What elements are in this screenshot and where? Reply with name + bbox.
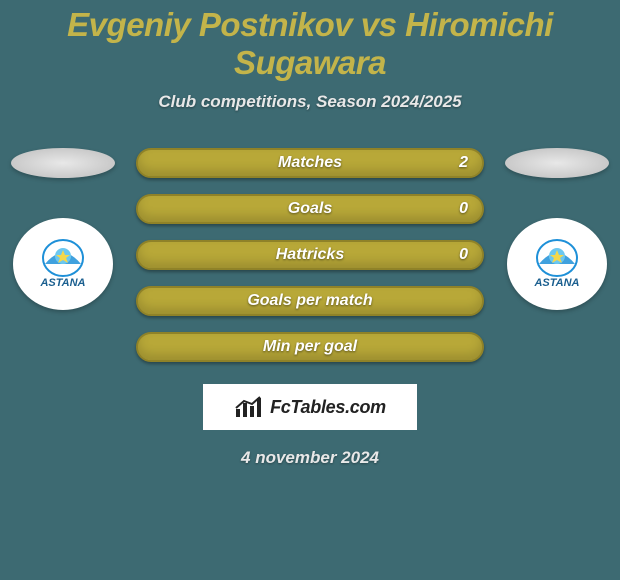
page-title: Evgeniy Postnikov vs Hiromichi Sugawara bbox=[0, 0, 620, 82]
player-right-photo-placeholder bbox=[505, 148, 609, 178]
stat-label: Goals per match bbox=[247, 292, 372, 310]
bar-chart-icon bbox=[234, 395, 264, 419]
stats-column: Matches 2 Goals 0 Hattricks 0 Goals per match M… bbox=[118, 148, 502, 378]
comparison-infographic: Evgeniy Postnikov vs Hiromichi Sugawara … bbox=[0, 0, 620, 580]
svg-text:ASTANA: ASTANA bbox=[39, 277, 85, 289]
astana-logo-icon: ASTANA bbox=[517, 234, 597, 294]
stat-label: Min per goal bbox=[263, 338, 357, 356]
stat-row: Matches 2 bbox=[136, 148, 484, 178]
stat-value-right: 2 bbox=[459, 154, 468, 172]
svg-text:ASTANA: ASTANA bbox=[533, 277, 579, 289]
player-right-column: ASTANA bbox=[502, 148, 612, 310]
stat-value-right: 0 bbox=[459, 246, 468, 264]
stat-value-right: 0 bbox=[459, 200, 468, 218]
stat-row: Goals per match bbox=[136, 286, 484, 316]
club-badge-right: ASTANA bbox=[507, 218, 607, 310]
subtitle: Club competitions, Season 2024/2025 bbox=[0, 92, 620, 112]
footer-date: 4 november 2024 bbox=[0, 448, 620, 468]
content-row: ASTANA Matches 2 Goals 0 Hattricks 0 Goals per… bbox=[0, 148, 620, 378]
brand-text: FcTables.com bbox=[270, 397, 386, 418]
stat-row: Hattricks 0 bbox=[136, 240, 484, 270]
club-badge-left: ASTANA bbox=[13, 218, 113, 310]
player-left-photo-placeholder bbox=[11, 148, 115, 178]
stat-row: Goals 0 bbox=[136, 194, 484, 224]
stat-row: Min per goal bbox=[136, 332, 484, 362]
astana-logo-icon: ASTANA bbox=[23, 234, 103, 294]
stat-label: Goals bbox=[288, 200, 332, 218]
stat-label: Matches bbox=[278, 154, 342, 172]
stat-label: Hattricks bbox=[276, 246, 344, 264]
player-left-column: ASTANA bbox=[8, 148, 118, 310]
brand-box: FcTables.com bbox=[203, 384, 417, 430]
